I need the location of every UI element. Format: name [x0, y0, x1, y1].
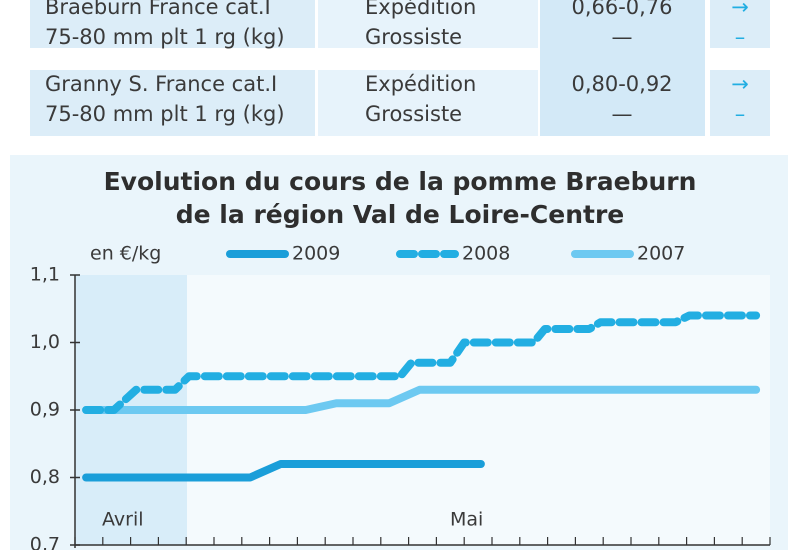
table-cell: Grossiste: [365, 25, 462, 49]
cell-bg: [318, 0, 538, 48]
cell-bg: [30, 70, 315, 136]
trend-icon: →: [731, 0, 749, 19]
table-cell: 0,80-0,92: [571, 72, 672, 96]
series-line: [82, 311, 761, 414]
legend-label: 2009: [292, 243, 340, 265]
table-cell: Granny S. France cat.I: [45, 72, 277, 96]
cell-bg: [710, 0, 770, 48]
y-tick-label: 1,0: [30, 331, 60, 353]
cell-bg: [318, 70, 538, 136]
table-cell: Expédition: [365, 0, 476, 19]
cell-bg: [540, 0, 705, 136]
y-tick-label: 0,7: [30, 534, 60, 550]
table-cell: 75-80 mm plt 1 rg (kg): [45, 25, 285, 49]
table-cell: Braeburn France cat.I: [45, 0, 271, 19]
table-cell: Expédition: [365, 72, 476, 96]
legend-label: 2007: [637, 243, 685, 265]
chart-title: Evolution du cours de la pomme Braeburn: [104, 167, 697, 196]
table-cell: 0,66-0,76: [571, 0, 672, 19]
table-cell: —: [612, 102, 633, 126]
table-cell: 75-80 mm plt 1 rg (kg): [45, 102, 285, 126]
month-label: Mai: [450, 509, 483, 531]
y-tick-label: 0,9: [30, 399, 60, 421]
unit-label: en €/kg: [90, 243, 161, 265]
series-line: [82, 385, 761, 414]
legend-label: 2008: [462, 243, 510, 265]
series-line: [82, 460, 485, 482]
cell-bg: [710, 70, 770, 136]
trend-icon: →: [731, 72, 749, 96]
chart-title: de la région Val de Loire-Centre: [176, 200, 624, 229]
month-label: Avril: [102, 509, 144, 531]
trend-icon: –: [735, 102, 746, 126]
y-tick-label: 0,8: [30, 466, 60, 488]
table-cell: —: [612, 25, 633, 49]
y-tick-label: 1,1: [30, 264, 60, 286]
trend-icon: –: [735, 25, 746, 49]
table-cell: Grossiste: [365, 102, 462, 126]
cell-bg: [30, 0, 315, 48]
